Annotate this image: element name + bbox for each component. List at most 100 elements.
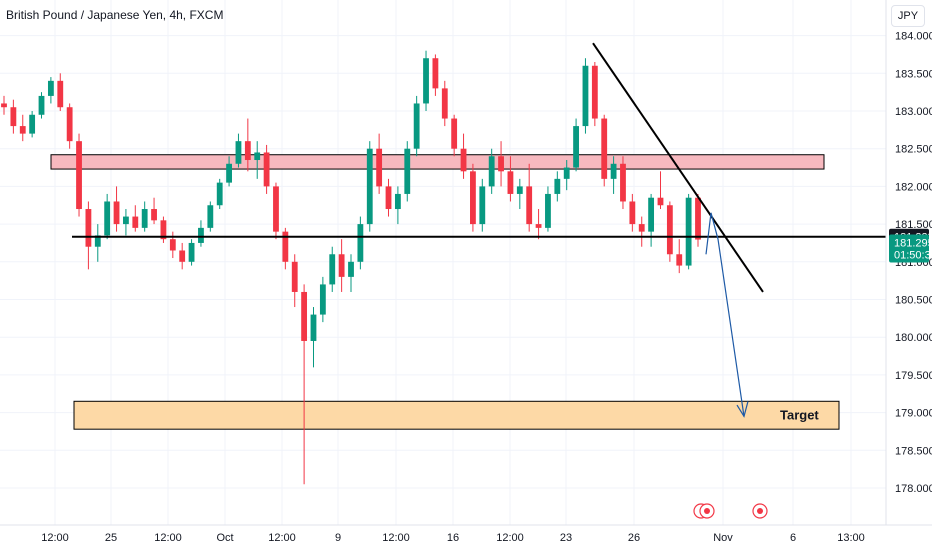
candle-body bbox=[10, 107, 17, 127]
y-tick-label: 181.500 bbox=[895, 219, 932, 231]
candle-body bbox=[226, 163, 232, 183]
candle-body bbox=[535, 224, 542, 228]
projection-arrow[interactable] bbox=[705, 212, 745, 417]
x-tick-label: Nov bbox=[713, 532, 733, 544]
candle-body bbox=[132, 216, 139, 228]
time-axis[interactable]: 12:00 25 12:00 Oct 12:00 9 12:00 16 12:00 23 26 Nov… bbox=[0, 524, 932, 544]
x-tick-label: 23 bbox=[560, 532, 572, 544]
event-icon-2-dot bbox=[704, 508, 710, 514]
y-tick-label: 183.500 bbox=[895, 68, 932, 80]
x-tick-label: Oct bbox=[216, 532, 233, 544]
candle-body bbox=[113, 201, 120, 225]
candle-body bbox=[516, 186, 523, 194]
candle-body bbox=[338, 254, 345, 277]
candle-body bbox=[329, 254, 336, 285]
y-tick-label: 184.000 bbox=[895, 31, 932, 43]
candle-body bbox=[685, 197, 692, 266]
candle-body bbox=[432, 58, 439, 89]
candle-body bbox=[301, 291, 308, 341]
x-tick-label: 13:00 bbox=[837, 532, 865, 544]
x-tick-label: 12:00 bbox=[154, 532, 182, 544]
candle-body bbox=[563, 167, 570, 179]
candle-body bbox=[376, 148, 383, 187]
candle-body bbox=[319, 284, 326, 315]
zones bbox=[50, 154, 840, 430]
candle-body bbox=[451, 118, 458, 149]
candle-body bbox=[573, 126, 579, 168]
candle-body bbox=[470, 171, 476, 225]
candle-body bbox=[141, 209, 148, 228]
candle-body bbox=[638, 224, 645, 232]
candle-body bbox=[423, 58, 429, 104]
target-zone[interactable] bbox=[73, 400, 840, 430]
candle-body bbox=[254, 152, 261, 161]
x-tick-label: 9 bbox=[335, 532, 341, 544]
candle-body bbox=[85, 209, 92, 247]
candle-body bbox=[385, 186, 392, 210]
candle-body bbox=[404, 148, 411, 194]
projection-arrowhead bbox=[736, 401, 749, 418]
candle-body bbox=[198, 227, 204, 243]
descending-trendline[interactable] bbox=[592, 42, 764, 293]
candle-body bbox=[57, 80, 64, 108]
candle-body bbox=[357, 224, 364, 262]
last-price-tag bbox=[889, 234, 929, 263]
y-tick-label: 178.000 bbox=[895, 483, 932, 495]
candle-body bbox=[235, 141, 242, 164]
x-tick-label: 6 bbox=[790, 532, 796, 544]
candles bbox=[1, 50, 701, 485]
candle-body bbox=[19, 126, 26, 134]
event-icon-3-dot bbox=[757, 508, 763, 514]
candle-body bbox=[441, 88, 448, 119]
target-label: Target bbox=[780, 408, 819, 423]
candle-body bbox=[66, 107, 73, 142]
x-tick-label: 25 bbox=[105, 532, 117, 544]
x-tick-label: 12:00 bbox=[496, 532, 524, 544]
candle-body bbox=[151, 209, 157, 221]
x-tick-label: 12:00 bbox=[268, 532, 296, 544]
resistance-zone[interactable] bbox=[50, 154, 825, 170]
candle-body bbox=[169, 239, 176, 251]
candle-body bbox=[394, 193, 401, 210]
y-tick-label: 183.000 bbox=[895, 106, 932, 118]
y-tick-label: 180.000 bbox=[895, 332, 932, 344]
candle-body bbox=[601, 118, 608, 179]
candle-body bbox=[629, 201, 636, 225]
candle-body bbox=[676, 254, 683, 266]
candle-body bbox=[216, 182, 223, 206]
candle-body bbox=[160, 220, 167, 240]
y-tick-label: 178.500 bbox=[895, 445, 932, 457]
x-tick-label: 16 bbox=[447, 532, 459, 544]
x-tick-label: 12:00 bbox=[41, 532, 69, 544]
candle-body bbox=[620, 163, 626, 202]
candle-body bbox=[657, 197, 664, 206]
candle-body bbox=[648, 197, 655, 232]
y-tick-label: 182.500 bbox=[895, 144, 932, 156]
candle-body bbox=[244, 141, 251, 161]
candle-body bbox=[38, 95, 45, 115]
candle-body bbox=[76, 141, 82, 210]
y-tick-label: 179.500 bbox=[895, 370, 932, 382]
candle-body bbox=[366, 148, 373, 225]
candle-body bbox=[263, 152, 270, 187]
last-price-text: 181.295 bbox=[894, 238, 932, 250]
currency-button[interactable]: JPY bbox=[891, 5, 925, 27]
y-tick-label: 182.000 bbox=[895, 181, 932, 193]
candle-body bbox=[29, 114, 36, 134]
candle-body bbox=[582, 65, 589, 127]
candle-body bbox=[291, 261, 298, 292]
candle-body bbox=[526, 186, 533, 225]
price-axis[interactable]: 178.000 178.500 179.000 179.500 180.000 180.5… bbox=[885, 0, 932, 525]
candle-body bbox=[1, 103, 7, 108]
price-tags: 181.333 181.295 01:50:32 bbox=[889, 228, 932, 263]
candle-body bbox=[488, 156, 495, 187]
economic-events[interactable] bbox=[693, 503, 768, 519]
candle-body bbox=[310, 314, 317, 341]
candle-body bbox=[479, 186, 486, 225]
candle-body bbox=[273, 186, 279, 232]
candle-body bbox=[207, 205, 214, 228]
grid bbox=[0, 0, 886, 525]
y-tick-label: 179.000 bbox=[895, 408, 932, 420]
